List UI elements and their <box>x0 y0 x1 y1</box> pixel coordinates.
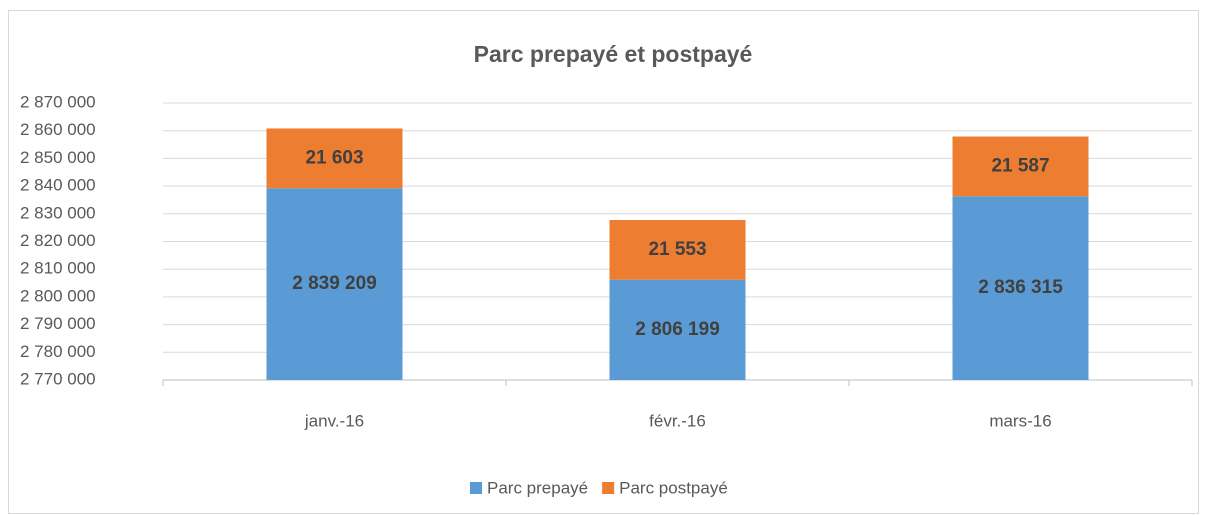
bar-segment <box>266 188 403 380</box>
y-tick-label: 2 850 000 <box>20 148 96 167</box>
y-tick-label: 2 780 000 <box>20 342 96 361</box>
y-tick-label: 2 840 000 <box>20 176 96 195</box>
data-label: 2 806 199 <box>635 319 720 340</box>
x-tick-label: mars-16 <box>989 411 1051 430</box>
data-label: 2 839 209 <box>292 273 377 294</box>
y-tick-label: 2 810 000 <box>20 259 96 278</box>
y-tick-label: 2 790 000 <box>20 314 96 333</box>
data-label: 21 587 <box>991 155 1049 176</box>
legend-swatch <box>470 482 482 494</box>
data-label: 21 603 <box>305 147 363 168</box>
bar-segment <box>952 136 1089 197</box>
legend-swatch <box>602 482 615 494</box>
chart-title: Parc prepayé et postpayé <box>474 41 753 67</box>
bar-segment <box>609 220 746 280</box>
bar-segment <box>266 128 403 189</box>
bar-segment <box>609 279 746 380</box>
y-tick-label: 2 830 000 <box>20 203 96 222</box>
x-tick-label: janv.-16 <box>304 411 364 430</box>
legend-label: Parc prepayé <box>487 478 588 497</box>
y-tick-label: 2 800 000 <box>20 286 96 305</box>
y-tick-label: 2 770 000 <box>20 369 96 388</box>
y-tick-label: 2 820 000 <box>20 231 96 250</box>
bar-segment <box>952 196 1089 380</box>
data-label: 21 553 <box>648 239 706 260</box>
legend-label: Parc postpayé <box>619 478 728 497</box>
y-tick-label: 2 860 000 <box>20 120 96 139</box>
data-label: 2 836 315 <box>978 277 1063 298</box>
x-tick-label: févr.-16 <box>649 411 706 430</box>
y-tick-label: 2 870 000 <box>20 92 96 111</box>
